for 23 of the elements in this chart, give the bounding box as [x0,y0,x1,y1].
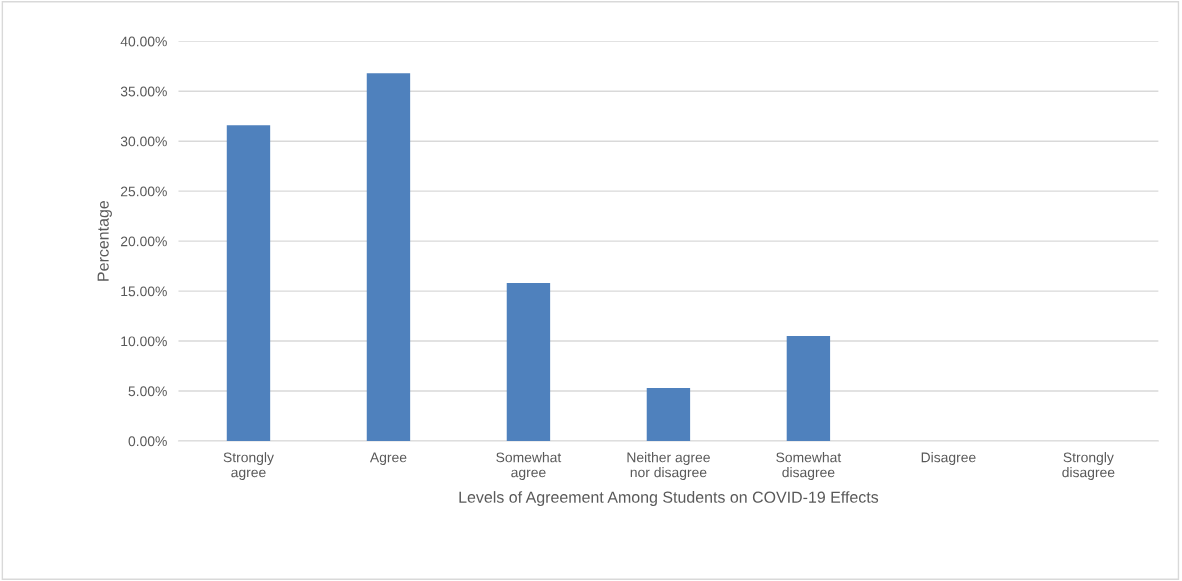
bar [646,388,691,441]
bar [366,73,411,441]
x-tick-label: Disagree [921,452,976,466]
y-tick-label: 5.00% [128,386,167,397]
y-tick-label: 15.00% [121,286,167,297]
x-tick-label: Neither agree nor disagree [627,452,710,480]
y-tick-label: 20.00% [120,236,167,247]
x-axis-title: Levels of Agreement Among Students on COVID-19 Effects [459,491,879,506]
bar [506,283,551,441]
x-tick-label: Somewhat agree [496,452,562,480]
y-tick-label: 0.00% [128,436,167,447]
bar [226,125,271,441]
y-tick-label: 25.00% [120,186,167,197]
x-tick-label: Strongly agree [223,452,274,480]
y-tick-label: 30.00% [120,136,167,147]
x-tick-label: Strongly disagree [1062,452,1115,480]
y-tick-label: 10.00% [121,336,167,347]
x-tick-label: Somewhat disagree [776,452,842,480]
bar [786,336,831,441]
y-tick-label: 35.00% [120,86,167,97]
x-tick-label: Agree [369,452,407,466]
y-axis-title: Percentage [97,200,112,281]
y-tick-label: 40.00% [120,36,167,47]
